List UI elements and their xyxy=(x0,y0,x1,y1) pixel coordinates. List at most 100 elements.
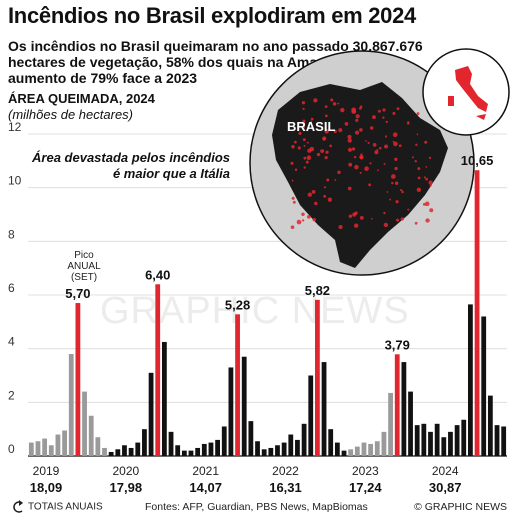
bar xyxy=(188,450,194,456)
fire-dot xyxy=(400,217,404,221)
y-tick-label: 6 xyxy=(8,281,15,295)
fire-dot xyxy=(323,194,326,198)
bar xyxy=(135,442,141,456)
bar xyxy=(108,451,114,456)
fire-dot xyxy=(305,160,309,164)
fire-dot xyxy=(324,105,328,108)
fire-dot xyxy=(307,192,312,197)
fire-dot xyxy=(383,222,389,228)
fire-dot xyxy=(351,147,356,151)
fire-dot xyxy=(424,140,428,144)
fire-dot xyxy=(303,166,306,169)
map-label-brasil: BRASIL xyxy=(287,119,335,134)
fire-dot xyxy=(290,161,294,165)
chart-subtitle: Os incêndios no Brasil queimaram no ano … xyxy=(8,38,423,86)
fire-dot xyxy=(301,101,306,105)
fire-dot xyxy=(412,156,414,159)
bar xyxy=(301,423,307,456)
fire-dot xyxy=(401,190,404,194)
annual-total-value: 18,09 xyxy=(30,480,63,495)
fire-dot xyxy=(291,179,294,182)
fire-dot xyxy=(359,215,364,220)
bar xyxy=(281,442,287,456)
fire-dot xyxy=(334,179,337,181)
fire-dot xyxy=(298,131,302,135)
fire-dot xyxy=(301,212,305,216)
bar xyxy=(494,425,500,456)
bar xyxy=(308,375,314,456)
bar xyxy=(208,442,214,456)
fire-dot xyxy=(377,169,379,172)
fire-dot xyxy=(301,219,305,222)
bar xyxy=(315,299,320,456)
bar xyxy=(394,354,400,456)
bar xyxy=(334,442,340,456)
fire-dot xyxy=(364,166,369,171)
fire-dot xyxy=(414,160,417,163)
fire-dot xyxy=(291,196,295,200)
bar xyxy=(487,395,493,457)
bar xyxy=(321,362,327,456)
fire-dot xyxy=(306,141,309,144)
fire-dot xyxy=(332,102,337,106)
bar xyxy=(374,441,380,456)
fire-dot xyxy=(415,143,418,146)
fire-dot xyxy=(406,121,410,125)
year-label: 2019 xyxy=(33,464,60,478)
fire-dot xyxy=(303,144,306,147)
fire-dot xyxy=(392,132,398,138)
fire-dot xyxy=(369,162,372,165)
bar xyxy=(48,445,54,456)
fire-dot xyxy=(391,174,396,179)
fire-dot xyxy=(369,126,374,130)
fire-dot xyxy=(294,140,297,144)
bar xyxy=(414,425,420,456)
chart-unit-label: ÁREA QUEIMADA, 2024 xyxy=(8,91,155,106)
bar xyxy=(354,446,360,456)
y-tick-labels: 0 2 4 6 8 10 12 xyxy=(8,120,22,456)
annual-total-labels: 18,09 17,98 14,07 16,31 17,24 30,87 xyxy=(30,480,462,495)
bar xyxy=(228,367,234,456)
fire-dot xyxy=(382,116,385,119)
bar xyxy=(468,304,473,456)
chart-unit-sublabel: (milhões de hectares) xyxy=(8,107,133,122)
bar xyxy=(401,362,407,456)
bar xyxy=(55,434,61,456)
bar xyxy=(275,445,280,456)
fire-dot xyxy=(296,219,302,225)
fire-dot xyxy=(327,197,333,202)
bar xyxy=(201,443,207,456)
fire-dot xyxy=(378,146,382,150)
fire-dot xyxy=(312,217,317,222)
fire-dot xyxy=(396,107,400,111)
italy-shape xyxy=(455,66,488,112)
return-arrow-icon xyxy=(13,500,23,513)
fire-dot xyxy=(310,120,312,123)
fire-dot xyxy=(429,208,434,213)
bar xyxy=(88,415,94,456)
bar xyxy=(181,450,187,456)
fire-dot xyxy=(311,190,316,194)
bar xyxy=(288,434,294,456)
bar xyxy=(248,421,254,456)
fire-dot xyxy=(393,141,398,147)
bar xyxy=(328,429,334,456)
fire-dot xyxy=(424,201,430,207)
fire-dot xyxy=(333,129,337,134)
bar xyxy=(348,449,354,456)
fire-dot xyxy=(416,112,420,116)
fire-dot xyxy=(326,178,330,182)
fire-dot xyxy=(322,137,326,141)
fire-dot xyxy=(352,212,357,217)
y-tick-label: 8 xyxy=(8,227,15,241)
peak-value-label: 3,79 xyxy=(385,337,410,352)
bar xyxy=(421,423,427,456)
bar xyxy=(241,356,247,456)
bar xyxy=(474,170,480,456)
fire-dot xyxy=(355,114,360,119)
fire-dot xyxy=(414,221,418,225)
fire-dot xyxy=(358,106,362,110)
fire-dot xyxy=(306,215,311,219)
fire-dot xyxy=(428,180,433,185)
